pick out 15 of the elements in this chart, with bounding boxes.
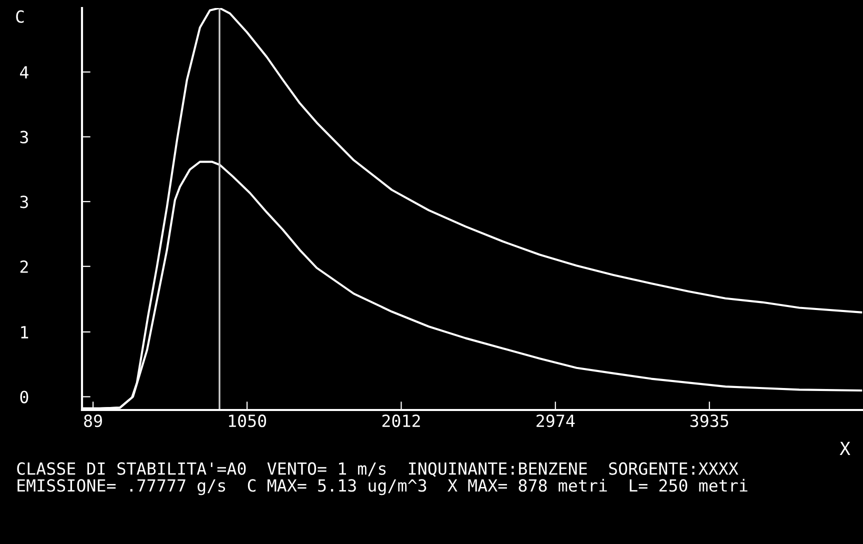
x-tick-label: 2974 — [536, 414, 575, 428]
y-tick-label: 4 — [20, 66, 28, 78]
x-tick-label: 89 — [84, 414, 102, 428]
text: CLASSE DI STABILITA'=A0 VENTO= 1 m/s INQUINANTE:BENZENE SORGENTE:XXXX — [17, 462, 738, 477]
y-tick-label: 1 — [21, 326, 28, 338]
x-axis-title: X — [840, 442, 850, 456]
text: EMISSIONE= .77777 g/s C MAX= 5.13 ug/m^3 X MAX= 878 metri L= 250 metri — [18, 478, 748, 496]
y-tick-label: 0 — [20, 390, 28, 404]
y-tick-label: 2 — [20, 260, 28, 273]
x-tick-label: 2012 — [382, 414, 420, 428]
y-axis-title: C — [16, 10, 24, 23]
x-tick-label: 1050 — [229, 414, 266, 428]
y-tick-label: 3 — [20, 196, 28, 208]
x-tick-label: 3935 — [690, 414, 728, 428]
y-tick-label: 3 — [20, 130, 28, 144]
